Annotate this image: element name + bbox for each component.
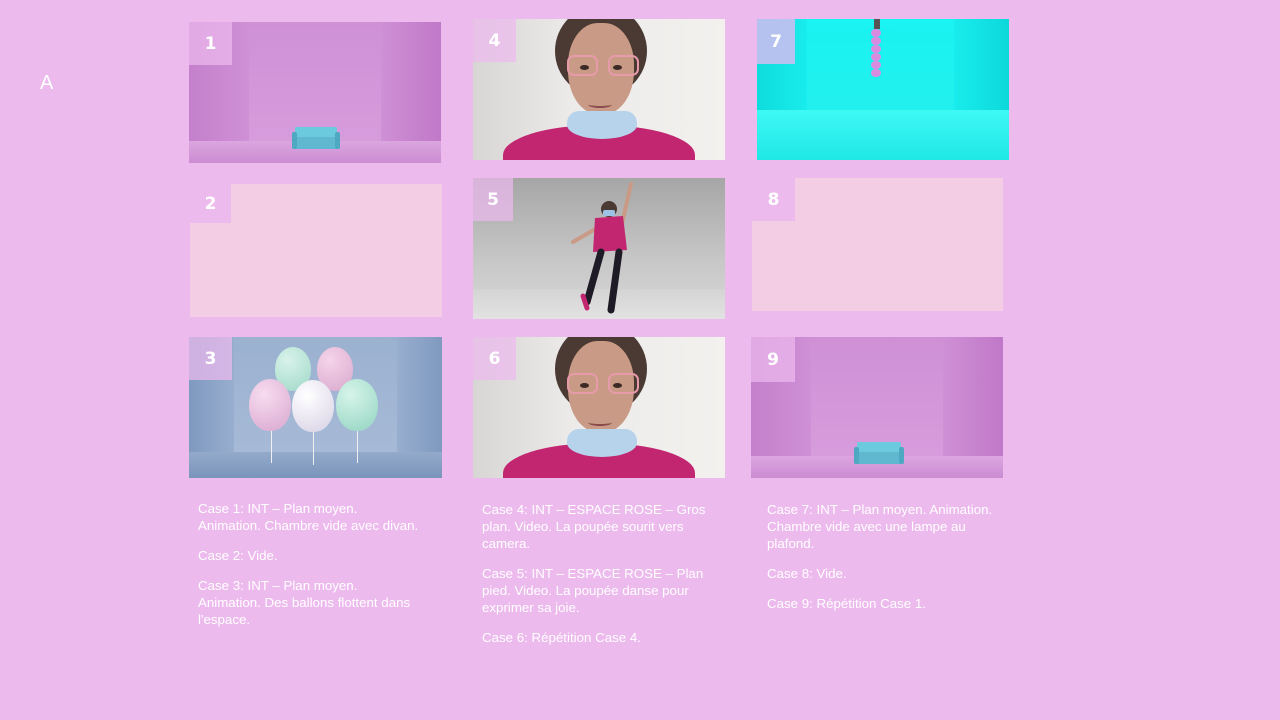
panel-number: 8	[752, 178, 795, 221]
case-5-description: Case 5: INT – ESPACE ROSE – Plan pied. V…	[482, 566, 704, 615]
description-column-1: Case 1: INT – Plan moyen. Animation. Cha…	[198, 500, 423, 641]
ceiling-lamp	[874, 19, 880, 29]
panel-4: 4	[473, 19, 725, 160]
case-2-description: Case 2: Vide.	[198, 548, 278, 563]
slide-label: A	[40, 72, 54, 94]
panel-7: 7	[757, 19, 1009, 160]
panel-6: 6	[473, 337, 725, 478]
case-6-description: Case 6: Répétition Case 4.	[482, 630, 641, 645]
panel-number: 4	[473, 19, 516, 62]
panel-1: 1	[189, 22, 441, 163]
panel-number: 9	[751, 337, 795, 382]
sofa-illustration	[854, 442, 904, 464]
panel-number: 5	[473, 178, 513, 221]
panel-number: 6	[473, 337, 516, 380]
blank-panel	[190, 184, 442, 317]
balloon-mint	[336, 379, 378, 431]
balloon-white	[292, 380, 334, 432]
closeup-photo	[473, 337, 725, 478]
case-7-description: Case 7: INT – Plan moyen. Animation. Cha…	[767, 502, 993, 551]
panel-number: 1	[189, 22, 232, 65]
panel-3: 3	[189, 337, 442, 478]
case-8-description: Case 8: Vide.	[767, 566, 847, 581]
dancer-figure	[571, 182, 633, 314]
panel-5: 5	[473, 178, 725, 319]
panel-8: 8	[752, 178, 1003, 311]
room-scene	[189, 22, 441, 163]
balloon-pink	[249, 379, 291, 431]
description-column-3: Case 7: INT – Plan moyen. Animation. Cha…	[767, 501, 1002, 625]
dance-photo	[473, 178, 725, 319]
case-9-description: Case 9: Répétition Case 1.	[767, 596, 926, 611]
panel-9: 9	[751, 337, 1003, 478]
case-3-description: Case 3: INT – Plan moyen. Animation. Des…	[198, 578, 411, 627]
panel-number: 3	[189, 337, 232, 380]
description-column-2: Case 4: INT – ESPACE ROSE – Gros plan. V…	[482, 501, 717, 659]
sofa-illustration	[292, 127, 340, 149]
case-1-description: Case 1: INT – Plan moyen. Animation. Cha…	[198, 501, 419, 533]
panel-number: 7	[757, 19, 795, 64]
case-4-description: Case 4: INT – ESPACE ROSE – Gros plan. V…	[482, 502, 706, 551]
panel-number: 2	[190, 184, 231, 223]
panel-2: 2	[190, 184, 442, 317]
